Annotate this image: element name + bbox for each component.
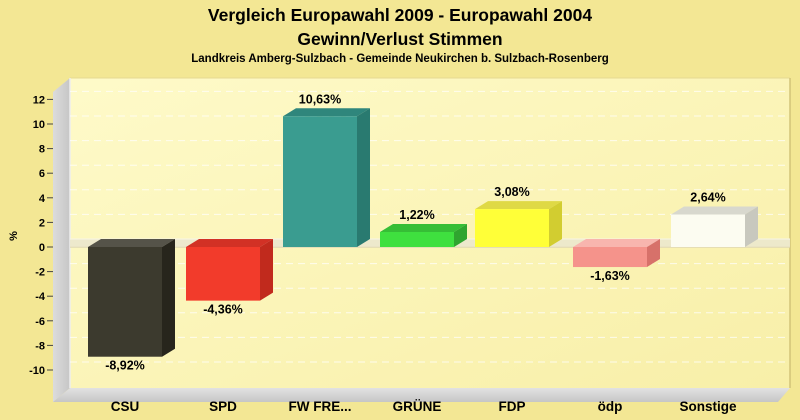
value-label-sonstige: 2,64% — [690, 191, 725, 205]
bar-side-face — [647, 239, 660, 268]
bar-fdp — [475, 201, 562, 247]
chart-subtitle: Landkreis Amberg-Sulzbach - Gemeinde Neu… — [191, 53, 609, 65]
tick-label--4: -4 — [35, 291, 46, 303]
bar-side-face — [745, 206, 758, 247]
category-labels: CSU SPD FW FRE... GRÜNE FDP ödp Sonstige — [111, 399, 737, 414]
bar-top-face — [283, 108, 370, 117]
bar-spd — [186, 239, 273, 301]
bar-top-face — [88, 239, 175, 247]
bar-top-face — [671, 206, 758, 215]
chart-title-line2: Gewinn/Verlust Stimmen — [297, 29, 503, 49]
category-label-spd: SPD — [209, 399, 237, 414]
tick-label--10: -10 — [29, 365, 45, 377]
chart-title-line1: Vergleich Europawahl 2009 - Europawahl 2… — [207, 5, 593, 25]
bar-top-face — [380, 223, 467, 232]
bar-top-face — [186, 239, 273, 247]
category-label-dp: ödp — [598, 399, 623, 414]
bar-front-face — [186, 247, 260, 301]
tick-label-10: 10 — [33, 119, 45, 131]
bar-front-face — [380, 231, 454, 247]
value-label-dp: -1,63% — [590, 269, 630, 283]
value-label-spd: -4,36% — [203, 303, 243, 317]
bar-top-face — [573, 239, 660, 247]
y-axis-title: % — [8, 231, 20, 241]
gridlines — [70, 90, 790, 363]
bar-sonstige — [671, 206, 758, 247]
bar-fw-fre — [283, 108, 370, 247]
bar-front-face — [475, 209, 549, 247]
bar-front-face — [283, 116, 357, 247]
bar-front-face — [573, 247, 647, 268]
bar-dp — [573, 239, 660, 268]
value-label-gr-ne: 1,22% — [399, 208, 434, 222]
tick-label--8: -8 — [35, 340, 45, 352]
bar-side-face — [454, 223, 467, 247]
category-label-fdp: FDP — [499, 399, 526, 414]
bar-side-face — [162, 239, 175, 357]
tick-label-4: 4 — [39, 193, 46, 205]
value-labels: -8,92% -4,36% 10,63% 1,22% 3,08% -1,63% 2,64% — [105, 92, 726, 372]
value-label-fdp: 3,08% — [494, 185, 529, 199]
axis-floor — [53, 388, 790, 402]
bar-side-face — [357, 108, 370, 247]
category-label-sonstige: Sonstige — [679, 399, 736, 414]
category-label-csu: CSU — [111, 399, 140, 414]
bar-side-face — [549, 201, 562, 247]
tick-label-2: 2 — [39, 217, 45, 229]
tick-label-12: 12 — [33, 94, 45, 106]
tick-label-6: 6 — [39, 168, 45, 180]
tick-label--2: -2 — [35, 267, 45, 279]
bar-front-face — [88, 247, 162, 357]
bar-side-face — [260, 239, 273, 301]
value-label-csu: -8,92% — [105, 359, 145, 373]
y-axis-ticks: 12 10 8 6 4 2 0 -2 -4 -6 -8 -10 — [29, 94, 53, 377]
bar-top-face — [475, 201, 562, 210]
axis-wall-left — [53, 78, 70, 402]
bar-csu — [88, 239, 175, 357]
bar-gr-ne — [380, 223, 467, 247]
category-label-gr-ne: GRÜNE — [393, 399, 442, 414]
value-label-fw-fre: 10,63% — [299, 92, 341, 106]
chart-header: Vergleich Europawahl 2009 - Europawahl 2… — [0, 0, 800, 67]
bar-front-face — [671, 214, 745, 247]
tick-label--6: -6 — [35, 316, 45, 328]
bars — [88, 108, 758, 357]
category-label-fw-fre: FW FRE... — [289, 399, 352, 414]
tick-label-8: 8 — [39, 144, 45, 156]
tick-label-0: 0 — [39, 242, 45, 254]
